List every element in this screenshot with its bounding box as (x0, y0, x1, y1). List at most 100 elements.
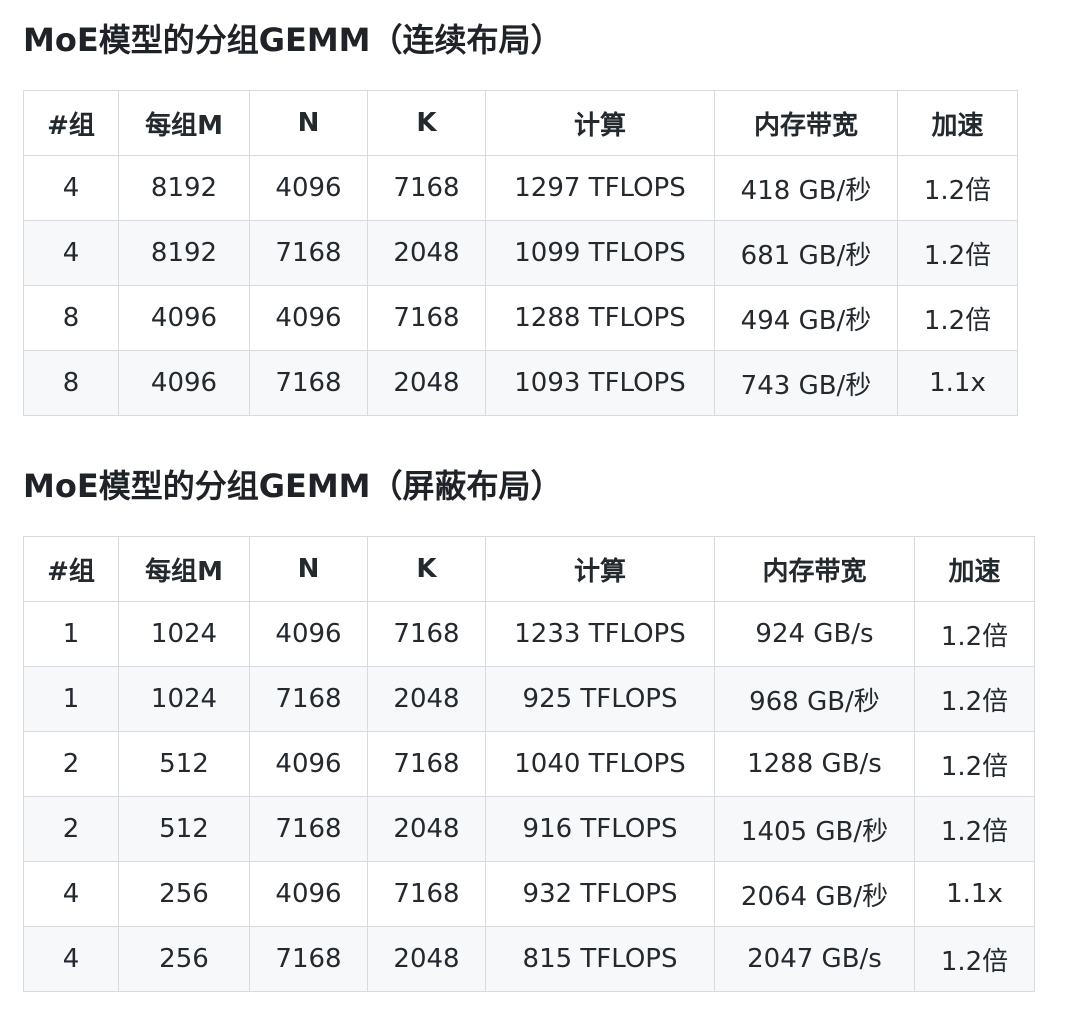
cell-k: 2048 (367, 926, 486, 992)
cell-k: 2048 (367, 350, 486, 416)
cell-speedup: 1.2倍 (897, 155, 1018, 221)
cell-speedup: 1.1x (914, 861, 1035, 927)
table-header-row: #组 每组M N K 计算 内存带宽 加速 (23, 536, 1035, 602)
section-title-masked: MoE模型的分组GEMM（屏蔽布局） (23, 467, 563, 505)
header-m-per-group: 每组M (118, 536, 250, 602)
cell-n: 4096 (249, 601, 368, 667)
cell-memory-bandwidth: 2047 GB/s (714, 926, 915, 992)
header-k: K (367, 536, 486, 602)
cell-groups: 2 (23, 796, 119, 862)
cell-compute: 815 TFLOPS (485, 926, 715, 992)
cell-memory-bandwidth: 1405 GB/秒 (714, 796, 915, 862)
cell-memory-bandwidth: 681 GB/秒 (714, 220, 898, 286)
table-row: 2 512 7168 2048 916 TFLOPS 1405 GB/秒 1.2… (23, 796, 1035, 862)
cell-speedup: 1.2倍 (897, 285, 1018, 351)
cell-speedup: 1.2倍 (897, 220, 1018, 286)
cell-speedup: 1.2倍 (914, 731, 1035, 797)
cell-groups: 4 (23, 155, 119, 221)
cell-m-per-group: 4096 (118, 285, 250, 351)
cell-m-per-group: 1024 (118, 666, 250, 732)
header-speedup: 加速 (897, 90, 1018, 156)
cell-speedup: 1.2倍 (914, 601, 1035, 667)
cell-m-per-group: 8192 (118, 220, 250, 286)
cell-compute: 916 TFLOPS (485, 796, 715, 862)
cell-compute: 1040 TFLOPS (485, 731, 715, 797)
table-row: 1 1024 4096 7168 1233 TFLOPS 924 GB/s 1.… (23, 601, 1035, 667)
cell-groups: 1 (23, 601, 119, 667)
grouped-gemm-contiguous-table: #组 每组M N K 计算 内存带宽 加速 4 8192 4096 7168 1… (23, 90, 1018, 416)
header-memory-bandwidth: 内存带宽 (714, 536, 915, 602)
cell-compute: 1288 TFLOPS (485, 285, 715, 351)
header-memory-bandwidth: 内存带宽 (714, 90, 898, 156)
cell-compute: 925 TFLOPS (485, 666, 715, 732)
cell-speedup: 1.2倍 (914, 666, 1035, 732)
cell-n: 7168 (249, 666, 368, 732)
cell-groups: 4 (23, 861, 119, 927)
table-row: 4 8192 7168 2048 1099 TFLOPS 681 GB/秒 1.… (23, 220, 1018, 286)
cell-memory-bandwidth: 924 GB/s (714, 601, 915, 667)
section-title-contiguous: MoE模型的分组GEMM（连续布局） (23, 21, 563, 59)
cell-m-per-group: 8192 (118, 155, 250, 221)
cell-n: 7168 (249, 796, 368, 862)
cell-n: 7168 (249, 220, 368, 286)
cell-n: 7168 (249, 350, 368, 416)
cell-m-per-group: 1024 (118, 601, 250, 667)
grouped-gemm-masked-table: #组 每组M N K 计算 内存带宽 加速 1 1024 4096 7168 1… (23, 536, 1035, 992)
header-n: N (249, 536, 368, 602)
header-groups: #组 (23, 90, 119, 156)
cell-k: 7168 (367, 861, 486, 927)
header-groups: #组 (23, 536, 119, 602)
table-row: 8 4096 4096 7168 1288 TFLOPS 494 GB/秒 1.… (23, 285, 1018, 351)
header-n: N (249, 90, 368, 156)
header-m-per-group: 每组M (118, 90, 250, 156)
table-header-row: #组 每组M N K 计算 内存带宽 加速 (23, 90, 1018, 156)
cell-groups: 8 (23, 350, 119, 416)
cell-compute: 1233 TFLOPS (485, 601, 715, 667)
table-row: 4 256 7168 2048 815 TFLOPS 2047 GB/s 1.2… (23, 926, 1035, 992)
cell-k: 7168 (367, 155, 486, 221)
cell-n: 7168 (249, 926, 368, 992)
cell-k: 2048 (367, 666, 486, 732)
cell-compute: 1099 TFLOPS (485, 220, 715, 286)
table-row: 4 256 4096 7168 932 TFLOPS 2064 GB/秒 1.1… (23, 861, 1035, 927)
cell-k: 7168 (367, 731, 486, 797)
cell-memory-bandwidth: 494 GB/秒 (714, 285, 898, 351)
header-speedup: 加速 (914, 536, 1035, 602)
cell-groups: 8 (23, 285, 119, 351)
cell-compute: 932 TFLOPS (485, 861, 715, 927)
cell-n: 4096 (249, 155, 368, 221)
cell-speedup: 1.2倍 (914, 796, 1035, 862)
cell-n: 4096 (249, 285, 368, 351)
cell-memory-bandwidth: 2064 GB/秒 (714, 861, 915, 927)
cell-memory-bandwidth: 968 GB/秒 (714, 666, 915, 732)
cell-n: 4096 (249, 731, 368, 797)
header-k: K (367, 90, 486, 156)
cell-m-per-group: 512 (118, 796, 250, 862)
cell-n: 4096 (249, 861, 368, 927)
cell-k: 2048 (367, 220, 486, 286)
table-row: 2 512 4096 7168 1040 TFLOPS 1288 GB/s 1.… (23, 731, 1035, 797)
cell-k: 7168 (367, 601, 486, 667)
cell-memory-bandwidth: 1288 GB/s (714, 731, 915, 797)
cell-compute: 1093 TFLOPS (485, 350, 715, 416)
table-row: 4 8192 4096 7168 1297 TFLOPS 418 GB/秒 1.… (23, 155, 1018, 221)
cell-groups: 4 (23, 926, 119, 992)
cell-k: 2048 (367, 796, 486, 862)
cell-memory-bandwidth: 418 GB/秒 (714, 155, 898, 221)
cell-m-per-group: 512 (118, 731, 250, 797)
cell-compute: 1297 TFLOPS (485, 155, 715, 221)
cell-speedup: 1.2倍 (914, 926, 1035, 992)
table-row: 1 1024 7168 2048 925 TFLOPS 968 GB/秒 1.2… (23, 666, 1035, 732)
cell-k: 7168 (367, 285, 486, 351)
cell-groups: 1 (23, 666, 119, 732)
cell-groups: 4 (23, 220, 119, 286)
cell-m-per-group: 4096 (118, 350, 250, 416)
cell-speedup: 1.1x (897, 350, 1018, 416)
cell-memory-bandwidth: 743 GB/秒 (714, 350, 898, 416)
cell-groups: 2 (23, 731, 119, 797)
table-row: 8 4096 7168 2048 1093 TFLOPS 743 GB/秒 1.… (23, 350, 1018, 416)
header-compute: 计算 (485, 536, 715, 602)
cell-m-per-group: 256 (118, 926, 250, 992)
cell-m-per-group: 256 (118, 861, 250, 927)
header-compute: 计算 (485, 90, 715, 156)
